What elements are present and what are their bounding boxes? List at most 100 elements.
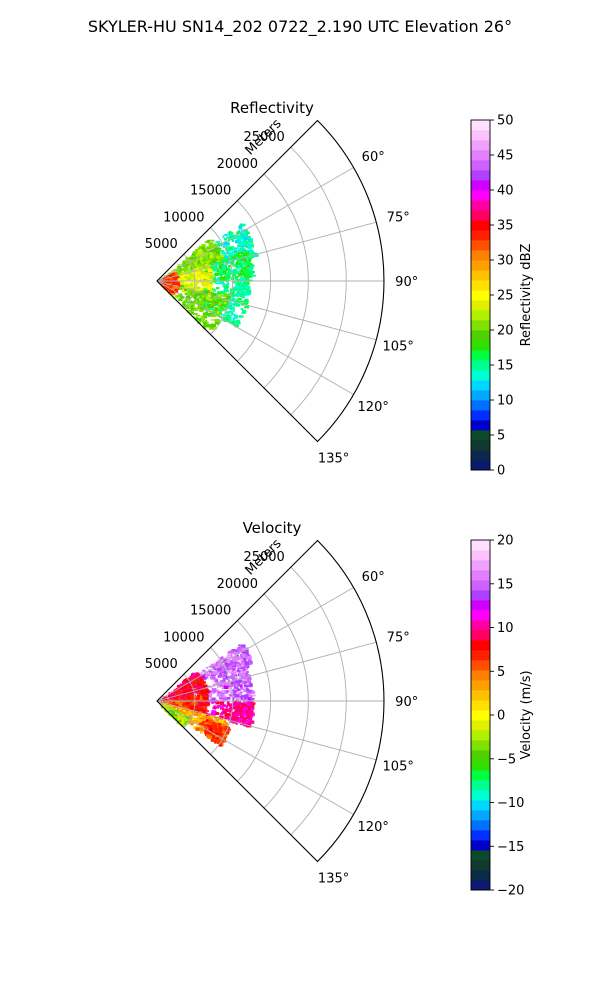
data-cell [231,247,236,251]
data-cell [199,717,205,721]
data-layer [159,223,259,330]
data-cell [233,286,236,290]
data-cell [192,672,195,676]
data-cell [197,247,202,250]
data-cell [227,267,231,269]
data-cell [244,272,248,275]
data-cell [215,681,220,685]
data-cell [231,689,235,692]
colorbar-tick-label: −5 [497,752,516,767]
data-cell [218,681,221,683]
data-cell [244,299,249,303]
azimuth-tick-label: 135° [318,452,349,467]
data-cell [223,659,227,661]
data-cell [237,236,242,240]
data-cell [238,225,243,230]
data-cell [201,273,205,277]
data-cell [207,324,213,328]
colorbar-swatch [471,230,490,241]
data-cell [189,720,195,725]
data-cell [216,722,222,725]
data-cell [220,736,225,739]
data-cell [245,670,249,673]
data-cell [196,687,202,690]
data-cell [189,287,194,291]
data-cell [213,669,218,673]
data-cell [186,264,192,266]
data-cell [224,234,228,236]
data-cell [180,686,184,690]
colorbar-swatch [471,860,490,871]
data-cell [245,656,249,659]
data-cell [233,651,238,654]
data-cell [164,286,167,289]
data-cell [210,712,216,716]
data-cell [249,721,253,724]
data-cell [245,677,249,680]
data-cell [188,271,194,275]
data-cell [241,669,244,672]
data-cell [234,277,238,280]
data-cell [232,320,235,323]
data-cell [238,706,243,709]
data-cell [241,654,247,657]
reflectivity-panel: Reflectivity 5000 10000 15000 20000 25000 60° 7… [145,99,534,479]
data-cell [238,290,242,294]
data-cell [228,315,232,319]
data-cell [232,275,235,277]
colorbar-swatch [471,380,490,391]
data-cell [237,647,242,651]
data-cell [200,720,204,724]
data-cell [221,731,227,734]
data-cell [235,687,239,689]
data-cell [238,696,243,700]
data-cell [236,237,242,242]
data-cell [232,658,236,662]
range-tick-label: 25000 [243,130,284,145]
data-cell [246,710,252,712]
data-cell [201,710,206,714]
data-cell [211,259,216,264]
data-cell [233,670,239,672]
data-cell [234,686,236,689]
data-cell [240,308,244,310]
data-cell [241,296,245,299]
data-cell [178,708,182,711]
data-cell [215,661,220,665]
data-cell [247,705,253,708]
data-cell [245,289,249,294]
data-cell [177,719,182,722]
data-cell [207,300,212,303]
data-cell [207,674,211,677]
data-cell [195,725,199,728]
data-cell [218,266,222,270]
data-cell [184,680,189,683]
data-cell [208,719,213,721]
data-cell [248,247,252,250]
data-cell [211,303,216,306]
data-cell [221,722,226,724]
data-cell [250,691,256,695]
data-cell [178,701,184,704]
data-cell [226,655,232,659]
data-cell [192,258,197,262]
data-cell [177,717,181,721]
data-cell [241,720,246,722]
colorbar-swatch [471,880,490,891]
data-cell [249,682,253,685]
data-cell [244,667,248,671]
data-cell [202,312,208,316]
data-cell [200,290,205,293]
data-cell [212,698,215,702]
data-cell [223,720,227,722]
data-cell [243,301,248,304]
data-cell [208,286,213,290]
data-cell [169,700,174,704]
data-cell [206,720,211,724]
data-cell [243,681,247,684]
azimuth-grid-line [156,700,377,761]
azimuth-grid-line [156,641,377,702]
data-cell [237,714,242,716]
data-cell [234,286,240,289]
data-cell [175,271,181,274]
